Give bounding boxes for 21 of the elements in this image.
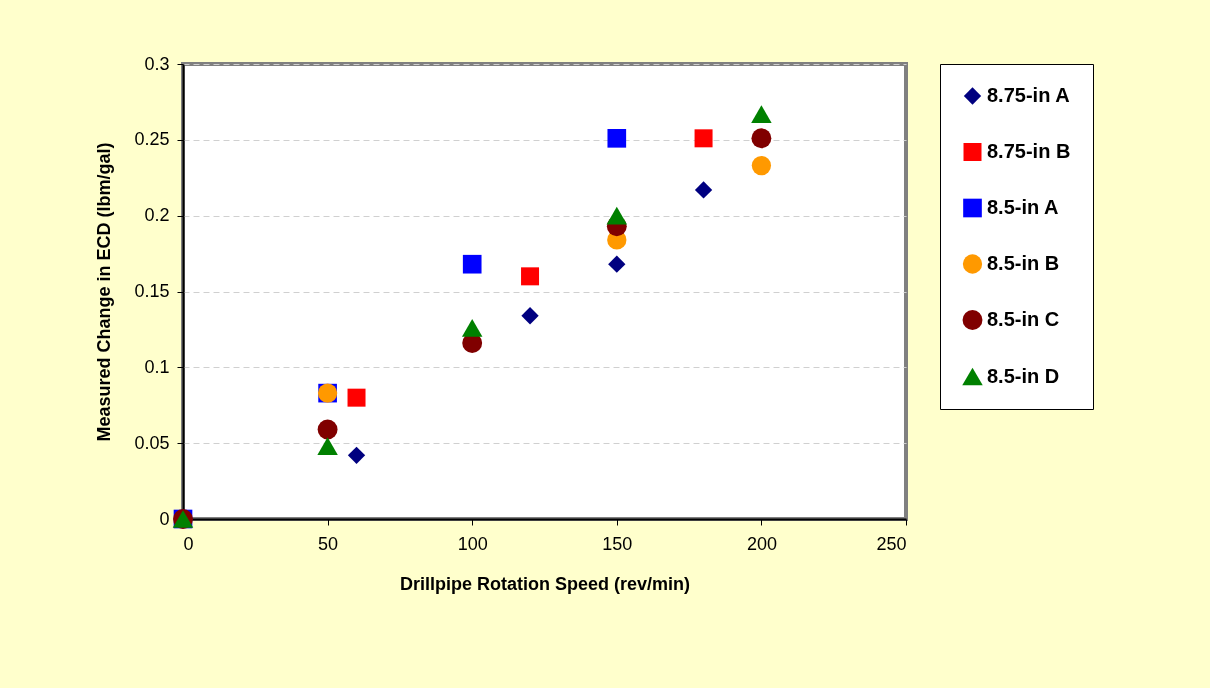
legend-label: 8.75-in A	[987, 84, 1070, 106]
y-tick-label: 0.1	[144, 356, 170, 377]
legend-label: 8.5-in C	[987, 308, 1060, 330]
y-axis-title: Measured Change in ECD (lbm/gal)	[94, 142, 115, 442]
x-tick-label: 100	[457, 533, 488, 554]
x-tick-label: 150	[602, 533, 633, 554]
y-tick-label: 0.2	[144, 205, 170, 226]
x-tick-label: 0	[183, 533, 194, 554]
y-tick-label: 0.3	[144, 53, 170, 74]
x-tick-label: 50	[318, 533, 339, 554]
legend-label: 8.5-in B	[987, 252, 1060, 274]
x-tick-label: 250	[876, 533, 907, 554]
y-tick-label: 0.25	[134, 129, 170, 150]
legend-label: 8.5-in A	[987, 196, 1059, 218]
legend-label: 8.75-in B	[987, 140, 1071, 162]
x-axis-title: Drillpipe Rotation Speed (rev/min)	[399, 573, 691, 594]
y-tick-label: 0.05	[134, 432, 170, 453]
x-tick-label: 200	[746, 533, 777, 554]
y-tick-label: 0	[159, 508, 170, 529]
y-tick-label: 0.15	[134, 281, 170, 301]
legend-label: 8.5-in D	[987, 364, 1060, 387]
